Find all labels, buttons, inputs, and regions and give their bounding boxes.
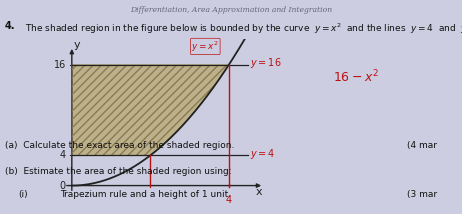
Polygon shape [72,65,229,155]
Text: 16: 16 [54,60,66,70]
Text: (b)  Estimate the area of the shaded region using:: (b) Estimate the area of the shaded regi… [5,167,231,176]
Text: $y= 4$: $y= 4$ [250,147,276,161]
Text: (4 mar: (4 mar [407,141,437,150]
Text: $y=x^2$: $y=x^2$ [191,39,219,54]
Text: 4: 4 [60,150,66,160]
Text: Differentiation, Area Approximation and Integration: Differentiation, Area Approximation and … [130,6,332,14]
Text: Trapezium rule and a height of 1 unit.: Trapezium rule and a height of 1 unit. [60,190,231,199]
Text: (a)  Calculate the exact area of the shaded region.: (a) Calculate the exact area of the shad… [5,141,234,150]
Text: y: y [73,40,80,50]
Text: x: x [255,187,262,197]
Text: (3 mar: (3 mar [407,190,437,199]
Text: The shaded region in the figure below is bounded by the curve  $y=x^2$  and the : The shaded region in the figure below is… [25,21,462,36]
Text: $y= 16$: $y= 16$ [250,56,282,70]
Text: 4: 4 [225,195,232,205]
Text: $16-x^2$: $16-x^2$ [333,68,378,85]
Text: 4.: 4. [5,21,15,31]
Text: 0: 0 [60,181,66,191]
Text: (i): (i) [18,190,28,199]
